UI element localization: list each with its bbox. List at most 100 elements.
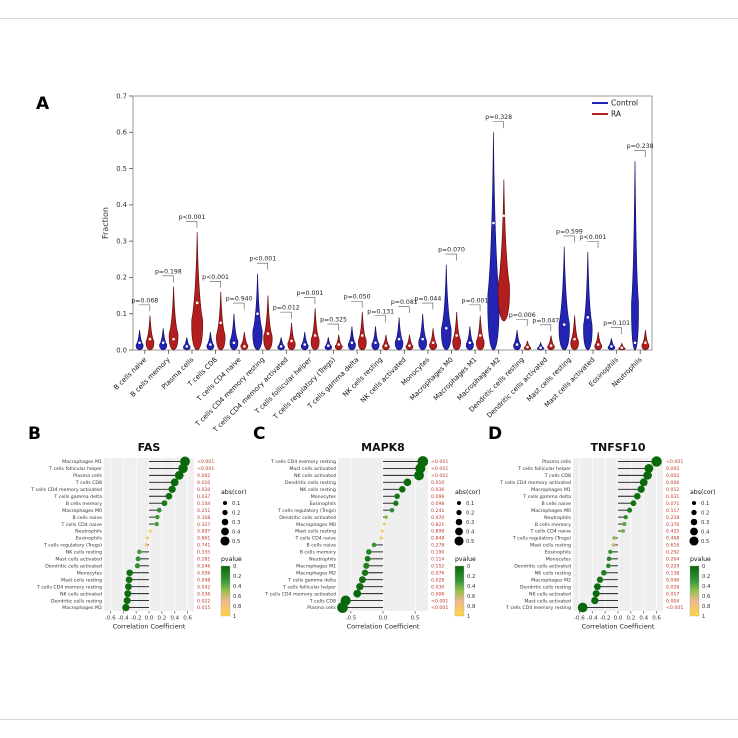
- correlation-dot: [380, 529, 384, 533]
- p-value-text: 0.002: [666, 473, 679, 479]
- correlation-dot: [608, 549, 613, 555]
- pvalue-legend-title: pvalue: [455, 556, 476, 563]
- correlation-dot: [156, 507, 162, 513]
- median-dot: [266, 332, 270, 335]
- cell-type-label: Macrophages M0: [296, 522, 336, 528]
- size-legend-dot: [689, 536, 699, 546]
- violin-shape: [277, 337, 285, 351]
- size-legend-label: 0.5: [701, 539, 709, 545]
- median-dot: [444, 326, 448, 330]
- size-legend-dot: [220, 536, 230, 546]
- x-axis-title: Correlation Coefficient: [113, 623, 186, 631]
- pvalue-legend-tick: 1: [702, 614, 705, 620]
- violin-shape: [168, 286, 179, 351]
- cell-type-label: Dendritic cells activated: [514, 563, 571, 569]
- correlation-dot: [123, 597, 131, 605]
- p-value-bracket: [421, 302, 434, 310]
- correlation-dot: [364, 555, 371, 562]
- p-value-text: 0.190: [431, 550, 444, 556]
- correlation-dot: [621, 529, 626, 533]
- p-value-text: 0.017: [666, 591, 679, 597]
- correlation-dot: [161, 500, 168, 507]
- x-axis-tick-label: -0.4: [587, 616, 598, 622]
- violin-shape: [206, 331, 215, 351]
- y-axis-tick-label: 0.7: [116, 92, 127, 100]
- p-value-bracket: [516, 319, 528, 326]
- p-value-bracket: [327, 323, 339, 331]
- correlation-dot: [382, 522, 386, 526]
- violin-shape: [441, 264, 452, 351]
- p-value-text: 0.096: [431, 494, 444, 500]
- size-legend-label: 0.1: [232, 501, 240, 507]
- p-value-text: 0.897: [197, 529, 210, 535]
- violin-shape: [191, 232, 204, 351]
- violin-shape: [263, 295, 273, 351]
- median-dot: [397, 337, 401, 341]
- p-value-text: 0.251: [197, 508, 210, 514]
- size-legend-label: 0.4: [701, 529, 710, 535]
- cell-type-label: Dendritic cells activated: [45, 563, 102, 569]
- p-value-text: 0.376: [666, 522, 679, 528]
- lollipop-plot-tnfsf10: TNFSF10 Plasma cells <0.001 T cells follicu…: [499, 441, 716, 631]
- cell-type-label: T cells CD4 memory activated: [30, 487, 102, 493]
- violin-shape: [465, 326, 474, 351]
- median-dot: [209, 343, 212, 346]
- size-legend-label: 0.2: [466, 510, 474, 516]
- correlation-dot: [124, 590, 132, 598]
- correlation-dot: [384, 515, 388, 519]
- legend-label-control: Control: [611, 99, 638, 108]
- cell-type-label: Mast cells resting: [530, 543, 571, 549]
- size-legend-dot: [455, 527, 463, 536]
- cell-type-label: T cells CD4 naive: [60, 522, 102, 528]
- p-value-label: p=0.101: [603, 320, 630, 327]
- median-dot: [232, 341, 236, 345]
- median-dot: [374, 341, 377, 345]
- median-dot: [303, 343, 307, 346]
- p-value-text: 0.848: [431, 536, 444, 542]
- p-value-text: 0.229: [666, 563, 679, 569]
- size-legend-label: 0.1: [466, 501, 474, 507]
- correlation-dot: [126, 569, 134, 577]
- correlation-dot: [596, 576, 604, 583]
- y-axis-tick-label: 0.4: [116, 201, 127, 209]
- p-value-text: 0.015: [197, 605, 210, 611]
- p-value-label: p=0.325: [320, 317, 347, 324]
- cell-type-label: T cells CD8: [309, 598, 336, 604]
- median-dot: [573, 337, 576, 341]
- cell-type-label: Plasma cells: [307, 605, 336, 611]
- size-legend-dot: [691, 509, 697, 516]
- size-legend-label: 0.3: [466, 520, 474, 526]
- p-value-text: 0.010: [197, 480, 210, 486]
- correlation-dot: [637, 485, 645, 493]
- x-axis-tick-label: 0.6: [183, 616, 192, 622]
- p-value-bracket: [492, 121, 504, 129]
- size-legend-title: abs(cor): [690, 489, 716, 496]
- p-value-label: p=0.070: [438, 247, 465, 254]
- cell-type-label: T cells gamma delta: [522, 494, 571, 500]
- p-value-bracket: [587, 241, 599, 248]
- correlation-dot: [594, 583, 601, 591]
- median-dot: [290, 339, 293, 343]
- cell-type-label: NK cells resting: [66, 550, 102, 556]
- correlation-dot: [135, 556, 141, 562]
- p-value-text: 0.470: [431, 515, 444, 521]
- p-value-text: 0.117: [666, 508, 679, 514]
- cell-type-label: T cells gamma delta: [53, 494, 102, 500]
- correlation-dot: [393, 500, 399, 506]
- cell-type-label: Dendritic cells resting: [51, 598, 102, 604]
- x-axis-tick-label: 0.6: [652, 616, 661, 622]
- x-axis-tick-label: 0.4: [639, 616, 648, 622]
- p-value-text: 0.898: [431, 529, 444, 535]
- violin-shape: [382, 334, 390, 351]
- p-value-label: p<0.001: [580, 234, 607, 241]
- x-axis-tick-label: 0.2: [626, 616, 635, 622]
- p-value-label: p=0.081: [391, 299, 418, 306]
- median-dot: [256, 312, 259, 316]
- pvalue-gradient-bar: [220, 565, 231, 617]
- p-value-text: 0.030: [431, 584, 444, 590]
- p-value-bracket: [634, 150, 646, 158]
- correlation-dot: [170, 478, 179, 487]
- pvalue-legend-tick: 0.6: [233, 594, 242, 600]
- correlation-dot: [606, 556, 612, 562]
- p-value-text: 0.241: [431, 508, 444, 514]
